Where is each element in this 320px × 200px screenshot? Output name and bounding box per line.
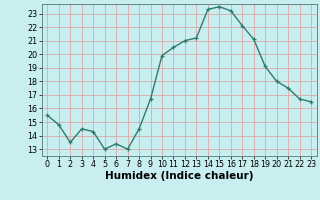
- X-axis label: Humidex (Indice chaleur): Humidex (Indice chaleur): [105, 171, 253, 181]
